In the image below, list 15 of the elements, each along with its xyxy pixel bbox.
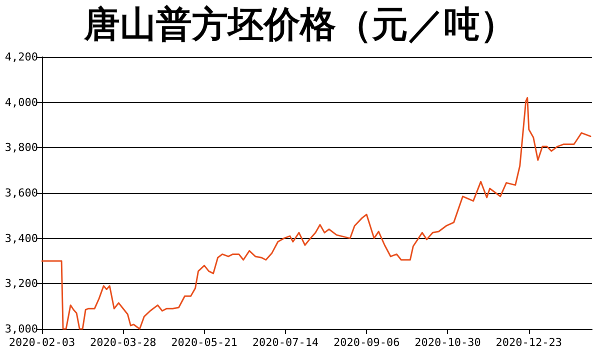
chart-title: 唐山普方坯价格（元／吨） <box>83 4 516 46</box>
x-tick-label: 2020-10-30 <box>414 336 481 349</box>
x-tick-label: 2020-02-03 <box>8 336 76 349</box>
y-tick-label: 3,200 <box>4 277 38 290</box>
x-tick-label: 2020-09-06 <box>333 336 400 349</box>
y-tick-label: 3,000 <box>4 322 38 336</box>
y-tick-label: 3,800 <box>4 141 38 154</box>
y-tick-label: 4,200 <box>4 50 38 64</box>
x-tick-label: 2020-03-28 <box>90 336 156 349</box>
y-tick-label: 3,600 <box>4 186 38 200</box>
y-tick-label: 3,400 <box>4 232 38 245</box>
x-tick-label: 2020-05-21 <box>171 336 238 349</box>
y-tick-label: 4,000 <box>4 96 38 109</box>
x-tick-label: 2020-12-23 <box>496 336 562 349</box>
x-tick-label: 2020-07-14 <box>252 336 319 349</box>
